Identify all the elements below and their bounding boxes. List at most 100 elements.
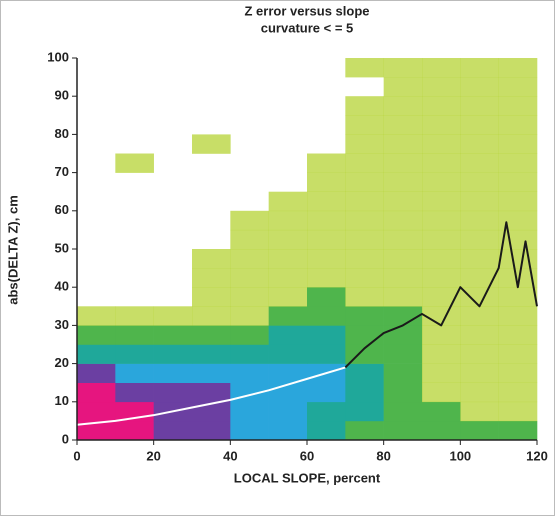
density-cell bbox=[192, 382, 231, 403]
density-cell bbox=[460, 115, 499, 135]
y-tick-label: 30 bbox=[55, 317, 69, 332]
density-cell bbox=[383, 96, 423, 116]
density-cell bbox=[307, 287, 346, 307]
density-cell bbox=[422, 58, 461, 78]
y-tick-label: 10 bbox=[55, 393, 69, 408]
density-cell bbox=[460, 229, 499, 250]
density-cell bbox=[460, 210, 499, 231]
chart-title: Z error versus slope bbox=[245, 3, 370, 18]
density-cell bbox=[460, 382, 499, 403]
density-cell bbox=[153, 306, 193, 326]
density-cell bbox=[383, 268, 423, 288]
density-cell bbox=[268, 191, 308, 212]
density-cell bbox=[460, 249, 499, 269]
density-cell bbox=[268, 382, 308, 403]
density-cell bbox=[115, 344, 154, 364]
density-cell bbox=[345, 382, 384, 403]
y-tick-label: 90 bbox=[55, 88, 69, 103]
density-cell bbox=[498, 249, 538, 269]
density-cell bbox=[230, 344, 269, 364]
density-cell bbox=[422, 420, 461, 441]
density-cell bbox=[383, 172, 423, 192]
density-cell bbox=[498, 115, 538, 135]
density-cell bbox=[345, 306, 384, 326]
y-axis-label: abs(DELTA Z), cm bbox=[5, 195, 20, 305]
density-cell bbox=[230, 325, 269, 345]
density-cell bbox=[383, 420, 423, 441]
density-cell bbox=[345, 401, 384, 422]
density-cell bbox=[422, 382, 461, 403]
density-cell bbox=[192, 325, 231, 345]
density-cell bbox=[268, 249, 308, 269]
density-cell bbox=[77, 401, 116, 422]
density-cell bbox=[383, 210, 423, 231]
density-cell bbox=[422, 344, 461, 364]
density-cell bbox=[307, 325, 346, 345]
density-cell bbox=[498, 344, 538, 364]
density-cell bbox=[498, 306, 538, 326]
density-cell bbox=[230, 306, 269, 326]
density-cell bbox=[77, 363, 116, 383]
density-cell bbox=[460, 134, 499, 154]
x-tick-label: 80 bbox=[376, 448, 390, 463]
density-cell bbox=[307, 382, 346, 403]
x-tick-label: 20 bbox=[146, 448, 160, 463]
density-cell bbox=[77, 306, 116, 326]
mean-line bbox=[344, 221, 538, 369]
density-cell bbox=[383, 58, 423, 78]
density-cell bbox=[153, 344, 193, 364]
density-cell bbox=[498, 287, 538, 307]
density-cell bbox=[230, 229, 269, 250]
density-cell bbox=[192, 363, 231, 383]
density-cell bbox=[192, 401, 231, 422]
density-cell bbox=[77, 382, 116, 403]
density-cell bbox=[498, 134, 538, 154]
density-cell bbox=[422, 210, 461, 231]
density-cell bbox=[307, 191, 346, 212]
y-tick-label: 80 bbox=[55, 126, 69, 141]
chart-subtitle: curvature < = 5 bbox=[261, 20, 354, 35]
density-cell bbox=[345, 115, 384, 135]
density-cell bbox=[153, 363, 193, 383]
density-cell bbox=[460, 420, 499, 441]
density-cell bbox=[422, 363, 461, 383]
density-cell bbox=[460, 401, 499, 422]
density-cell bbox=[307, 210, 346, 231]
density-cell bbox=[230, 401, 269, 422]
density-cell bbox=[192, 420, 231, 441]
density-cell bbox=[307, 229, 346, 250]
density-cell bbox=[498, 401, 538, 422]
density-cell bbox=[383, 344, 423, 364]
density-cell bbox=[383, 401, 423, 422]
density-cell bbox=[268, 401, 308, 422]
density-cell bbox=[345, 287, 384, 307]
density-cell bbox=[422, 249, 461, 269]
density-cell bbox=[383, 229, 423, 250]
density-cell bbox=[115, 382, 154, 403]
density-cell bbox=[268, 420, 308, 441]
y-tick-label: 70 bbox=[55, 164, 69, 179]
density-cell bbox=[498, 382, 538, 403]
density-cell bbox=[498, 172, 538, 192]
y-tick-label: 0 bbox=[62, 431, 69, 446]
density-cell bbox=[345, 268, 384, 288]
mean-line bbox=[76, 366, 346, 426]
density-cell bbox=[230, 420, 269, 441]
density-cell bbox=[422, 134, 461, 154]
density-cell bbox=[268, 325, 308, 345]
x-tick-label: 100 bbox=[449, 448, 471, 463]
y-tick-label: 40 bbox=[55, 279, 69, 294]
density-cell bbox=[115, 153, 154, 173]
density-cell bbox=[460, 77, 499, 97]
density-cell bbox=[383, 134, 423, 154]
density-cell bbox=[422, 229, 461, 250]
x-tick-label: 0 bbox=[73, 448, 80, 463]
density-cell bbox=[307, 268, 346, 288]
density-cell bbox=[383, 325, 423, 345]
x-tick-label: 120 bbox=[526, 448, 548, 463]
density-cell bbox=[422, 191, 461, 212]
x-axis-label: LOCAL SLOPE, percent bbox=[234, 470, 381, 485]
density-cell bbox=[498, 268, 538, 288]
density-cell bbox=[345, 363, 384, 383]
density-cell bbox=[345, 172, 384, 192]
